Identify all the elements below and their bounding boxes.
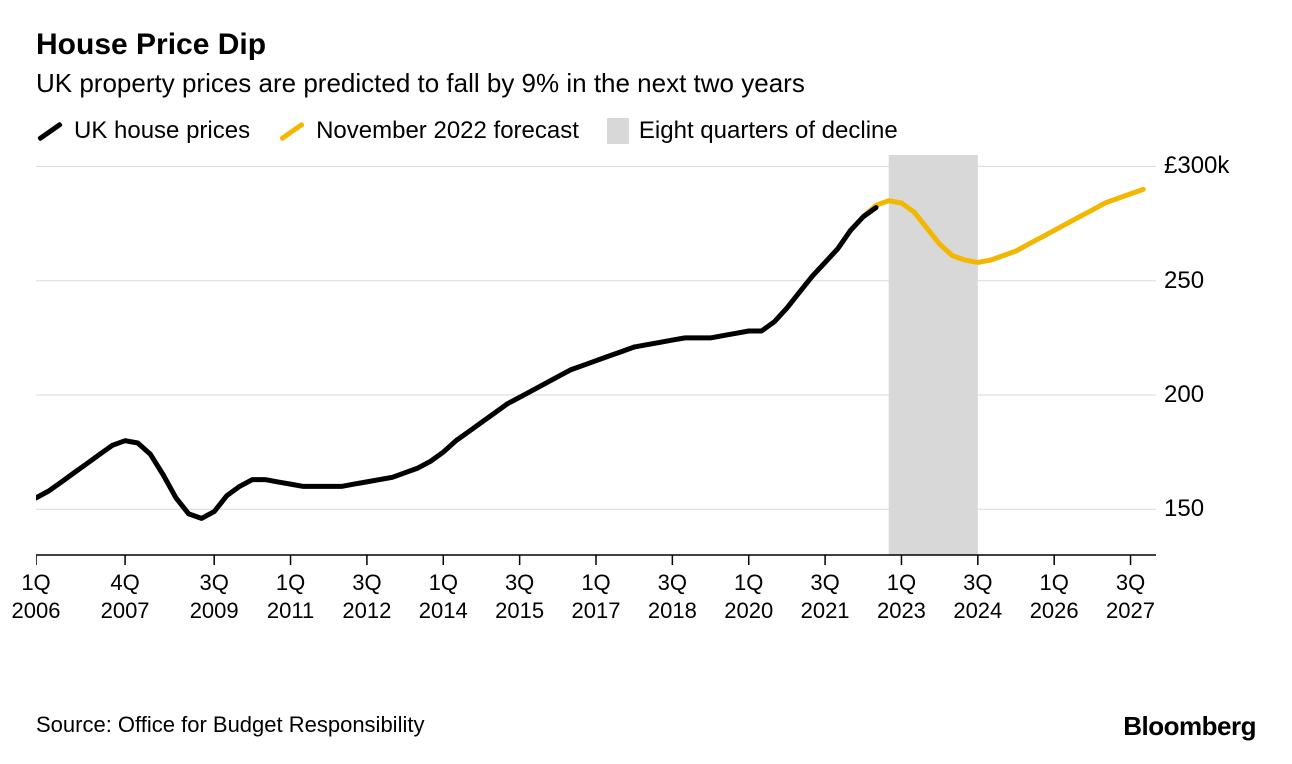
- box-swatch-icon: [607, 118, 629, 144]
- x-tick-label: 3Q2015: [495, 569, 544, 624]
- brand-logo: Bloomberg: [1123, 711, 1256, 742]
- x-tick-label: 3Q2024: [953, 569, 1002, 624]
- x-tick-label: 1Q2023: [877, 569, 926, 624]
- x-tick-label: 1Q2020: [724, 569, 773, 624]
- x-tick-label: 1Q2014: [419, 569, 468, 624]
- line-chart: [36, 155, 1156, 575]
- chart-subtitle: UK property prices are predicted to fall…: [36, 68, 1256, 99]
- x-tick-label: 1Q2011: [267, 569, 314, 624]
- x-tick-label: 4Q2007: [101, 569, 150, 624]
- x-tick-label: 1Q2006: [12, 569, 61, 624]
- legend-item-band: Eight quarters of decline: [607, 117, 898, 145]
- x-tick-label: 3Q2012: [342, 569, 391, 624]
- x-tick-label: 1Q2026: [1030, 569, 1079, 624]
- legend-label: UK house prices: [74, 117, 250, 145]
- x-tick-label: 3Q2021: [801, 569, 850, 624]
- y-axis-labels: 150 200 250 £300k: [1164, 155, 1264, 555]
- chart-area: 150200250£300k 1Q20064Q20073Q20091Q20113…: [36, 155, 1256, 625]
- x-tick-label: 3Q2018: [648, 569, 697, 624]
- legend-item-series1: UK house prices: [36, 117, 250, 145]
- source-attribution: Source: Office for Budget Responsibility: [36, 712, 424, 738]
- x-tick-label: 3Q2009: [190, 569, 239, 624]
- y-tick-label: £300k: [1164, 152, 1229, 180]
- legend: UK house prices November 2022 forecast E…: [36, 117, 1256, 145]
- chart-title: House Price Dip: [36, 28, 1256, 62]
- line-swatch-icon: [37, 121, 63, 141]
- y-tick-label: 250: [1164, 267, 1204, 295]
- legend-label: Eight quarters of decline: [639, 117, 898, 145]
- legend-item-series2: November 2022 forecast: [278, 117, 579, 145]
- y-tick-label: 150: [1164, 495, 1204, 523]
- legend-label: November 2022 forecast: [316, 117, 579, 145]
- x-tick-label: 3Q2027: [1106, 569, 1155, 624]
- y-tick-label: 200: [1164, 381, 1204, 409]
- line-swatch-icon: [279, 121, 305, 141]
- x-tick-label: 1Q2017: [572, 569, 621, 624]
